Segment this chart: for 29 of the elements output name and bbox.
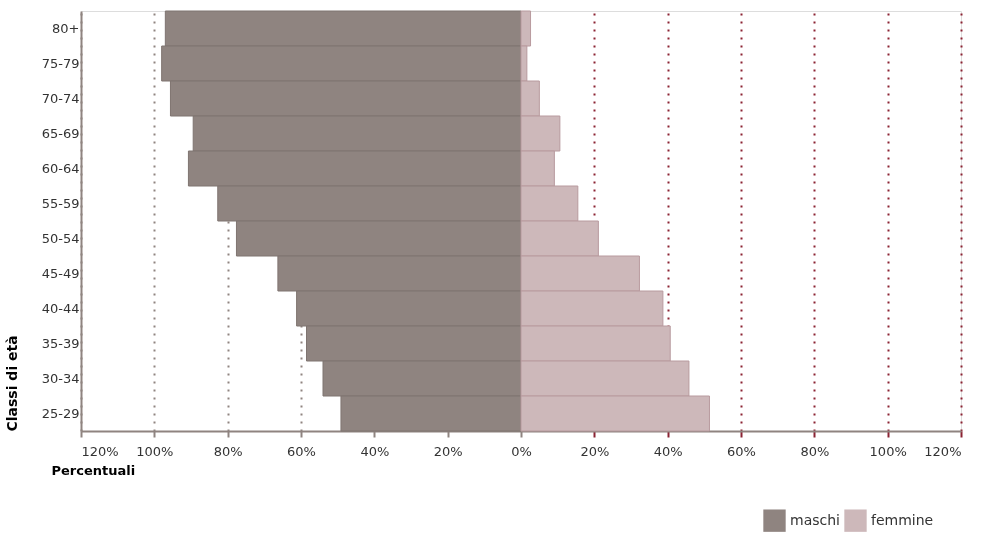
- y-tick-label: 55-59: [41, 195, 80, 211]
- y-axis-title: Classi di età: [3, 335, 20, 432]
- y-tick-label: 45-49: [41, 265, 80, 281]
- legend-label: maschi: [790, 511, 840, 528]
- y-tick-label: 70-74: [41, 90, 80, 106]
- x-axis-title: Percentuali: [51, 462, 136, 478]
- x-tick-label: 60%: [287, 443, 316, 459]
- y-tick-label: 30-34: [41, 370, 80, 386]
- y-tick-label: 60-64: [41, 160, 80, 176]
- legend-label: femmine: [871, 511, 934, 528]
- x-tick-label: 100%: [869, 443, 907, 459]
- x-tick-label: 0%: [511, 443, 532, 459]
- x-tick-label: 60%: [727, 443, 756, 459]
- y-tick-label: 75-79: [41, 55, 80, 71]
- y-tick-label: 35-39: [41, 335, 80, 351]
- x-tick-label: 120%: [81, 443, 119, 459]
- x-tick-label: 120%: [924, 443, 962, 459]
- y-tick-label: 50-54: [41, 230, 80, 246]
- x-tick-label: 80%: [800, 443, 830, 459]
- x-tick-label: 40%: [360, 443, 390, 459]
- x-tick-label: 20%: [433, 443, 463, 459]
- y-tick-label: 25-29: [41, 405, 80, 421]
- x-tick-label: 20%: [580, 443, 610, 459]
- y-tick-label: 40-44: [41, 300, 80, 316]
- x-tick-label: 40%: [653, 443, 683, 459]
- x-tick-label: 80%: [213, 443, 243, 459]
- y-tick-label: 80+: [52, 20, 80, 36]
- x-tick-label: 100%: [136, 443, 174, 459]
- y-tick-label: 65-69: [41, 125, 80, 141]
